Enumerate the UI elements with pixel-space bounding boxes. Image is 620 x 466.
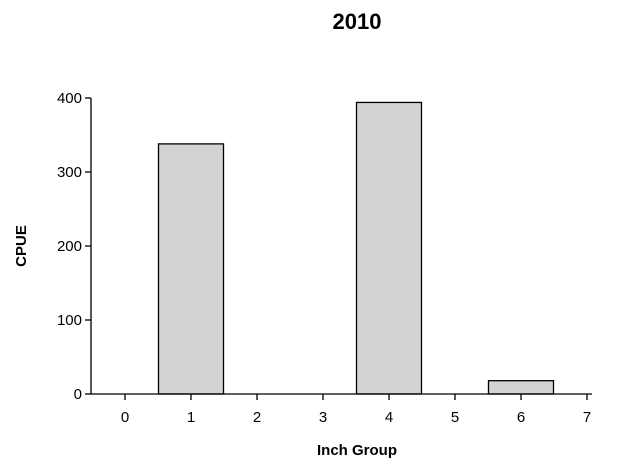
x-tick-label: 0 bbox=[121, 409, 129, 426]
bar-1 bbox=[157, 143, 225, 395]
y-tick-label: 100 bbox=[57, 312, 82, 329]
y-tick-label: 200 bbox=[57, 238, 82, 255]
y-axis-label: CPUE bbox=[13, 225, 30, 267]
x-tick-label: 4 bbox=[385, 409, 393, 426]
x-axis-label: Inch Group bbox=[317, 442, 397, 459]
x-tick-label: 1 bbox=[187, 409, 195, 426]
x-tick-label: 3 bbox=[319, 409, 327, 426]
x-tick-label: 7 bbox=[583, 409, 591, 426]
y-tick-label: 400 bbox=[57, 90, 82, 107]
x-tick-label: 6 bbox=[517, 409, 525, 426]
x-tick-label: 2 bbox=[253, 409, 261, 426]
y-axis-ticks: 0 100 200 300 400 bbox=[57, 90, 91, 403]
y-tick-label: 0 bbox=[74, 386, 82, 403]
bar-6 bbox=[487, 380, 555, 395]
bars bbox=[157, 101, 555, 395]
y-tick-label: 300 bbox=[57, 164, 82, 181]
x-tick-label: 5 bbox=[451, 409, 459, 426]
bar-4 bbox=[355, 101, 423, 395]
x-axis-ticks: 0 1 2 3 4 5 6 7 bbox=[121, 394, 591, 426]
chart-title: 2010 bbox=[333, 9, 382, 34]
